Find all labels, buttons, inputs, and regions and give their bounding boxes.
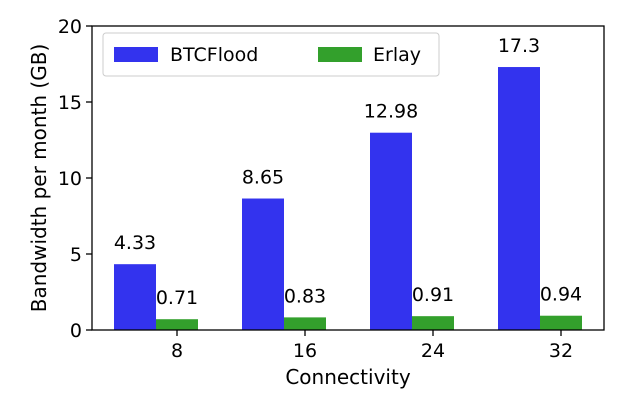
bar-btcflood-16 [242, 198, 284, 330]
y-tick-label: 20 [58, 16, 82, 38]
bar-erlay-16 [284, 317, 326, 330]
y-axis: 0 5 10 15 20 [58, 16, 92, 342]
data-label-erlay-24: 0.91 [412, 284, 454, 306]
y-tick-label: 5 [70, 244, 82, 266]
y-tick-label: 10 [58, 168, 82, 190]
bar-btcflood-8 [114, 264, 156, 330]
x-tick-label: 8 [171, 340, 183, 362]
data-label-btcflood-32: 17.3 [498, 35, 540, 57]
x-tick-label: 16 [293, 340, 317, 362]
data-label-erlay-32: 0.94 [540, 284, 582, 306]
x-tick-label: 24 [421, 340, 445, 362]
bar-btcflood-32 [498, 67, 540, 330]
legend: BTCFlood Erlay [102, 32, 440, 77]
bars-layer [114, 67, 582, 330]
x-axis: 8 16 24 32 [171, 330, 573, 362]
y-tick-label: 0 [70, 320, 82, 342]
x-axis-label: Connectivity [285, 365, 410, 389]
data-label-btcflood-24: 12.98 [364, 101, 418, 123]
x-tick-label: 32 [549, 340, 573, 362]
bar-erlay-24 [412, 316, 454, 330]
bar-erlay-32 [540, 315, 582, 330]
data-label-erlay-8: 0.71 [156, 287, 198, 309]
bar-btcflood-24 [370, 132, 412, 330]
y-axis-label: Bandwidth per month (GB) [27, 44, 51, 313]
data-labels-layer: 4.33 8.65 12.98 17.3 0.71 0.83 0.91 0.94 [114, 35, 582, 309]
y-tick-label: 15 [58, 92, 82, 114]
data-label-erlay-16: 0.83 [284, 285, 326, 307]
legend-swatch-btcflood [114, 47, 158, 62]
bar-erlay-8 [156, 319, 198, 330]
legend-swatch-erlay [318, 47, 362, 62]
legend-label-erlay: Erlay [373, 44, 421, 66]
data-label-btcflood-16: 8.65 [242, 167, 284, 189]
legend-frame [102, 32, 440, 77]
legend-label-btcflood: BTCFlood [170, 44, 258, 66]
data-label-btcflood-8: 4.33 [114, 232, 156, 254]
